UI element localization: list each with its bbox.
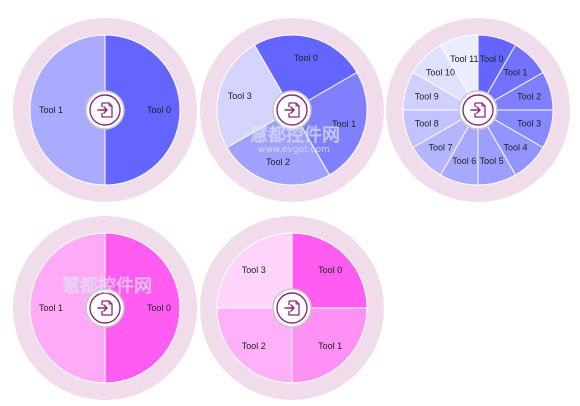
- import-document-icon: [470, 102, 486, 118]
- radial-menu-item-label: Tool 5: [480, 156, 504, 166]
- radial-menu-slice-tool-3[interactable]: [216, 232, 293, 309]
- watermark-text: 慧都控件网: [250, 124, 340, 146]
- radial-menu-3: Tool 0 Tool 1: [13, 216, 197, 400]
- radial-menu-item-label: Tool 1: [503, 68, 527, 78]
- radial-menu-item-label: Tool 0: [147, 105, 171, 115]
- radial-menu-item-label: Tool 11: [450, 54, 478, 64]
- import-document-icon: [284, 102, 300, 118]
- radial-menu-slice-tool-11[interactable]: [439, 34, 479, 112]
- radial-menu-slice-tool-2[interactable]: [226, 109, 331, 186]
- radial-menu-slice-tool-1[interactable]: [291, 71, 368, 176]
- watermark-text-2: 慧都控件网: [62, 275, 152, 297]
- radial-menu-slice-tool-0[interactable]: [291, 232, 368, 309]
- radial-menu-item-label: Tool 0: [147, 303, 171, 313]
- radial-menu-item-label: Tool 6: [452, 156, 476, 166]
- radial-menu-2: Tool 0 Tool 1 Tool 2 Tool 3 Tool 4 Tool 5 Tool…: [386, 18, 570, 202]
- radial-menu-slice-tool-0[interactable]: [253, 34, 358, 111]
- radial-menu-item-label: Tool 9: [415, 91, 439, 101]
- radial-menu-slice-tool-3[interactable]: [216, 44, 293, 149]
- radial-menu-item-label: Tool 10: [426, 68, 455, 78]
- radial-menu-0: Tool 0 Tool 1: [13, 18, 197, 202]
- radial-menu-item-label: Tool 3: [242, 265, 266, 275]
- radial-menu-item-label: Tool 0: [480, 54, 504, 64]
- radial-menu-item-label: Tool 0: [318, 265, 342, 275]
- radial-menu-slice-tool-1[interactable]: [29, 34, 106, 186]
- radial-menu-item-label: Tool 1: [318, 341, 342, 351]
- radial-menu-4: Tool 0 Tool 1 Tool 2 Tool 3: [200, 216, 384, 400]
- radial-menu-slice-tool-1[interactable]: [291, 307, 368, 384]
- radial-menu-item-label: Tool 2: [517, 91, 541, 101]
- radial-menu-item-label: Tool 2: [266, 157, 290, 167]
- watermark-subtext: www.evget.com: [258, 145, 330, 155]
- radial-menu-1: Tool 0 Tool 1 Tool 2 Tool 3: [200, 18, 384, 202]
- radial-menu-slice-tool-0[interactable]: [104, 34, 181, 186]
- import-document-icon: [97, 300, 113, 316]
- import-document-icon: [284, 300, 300, 316]
- radial-menu-item-label: Tool 8: [415, 119, 439, 129]
- radial-menu-item-label: Tool 3: [228, 91, 252, 101]
- radial-menu-slice-tool-0[interactable]: [104, 232, 181, 384]
- radial-menu-item-label: Tool 1: [39, 303, 63, 313]
- radial-menu-item-label: Tool 4: [503, 143, 527, 153]
- radial-menu-item-label: Tool 3: [517, 119, 541, 129]
- radial-menu-item-label: Tool 1: [39, 105, 63, 115]
- radial-menu-item-label: Tool 7: [428, 143, 452, 153]
- radial-menu-slice-tool-1[interactable]: [29, 232, 106, 384]
- radial-menu-item-label: Tool 1: [332, 119, 356, 129]
- radial-menu-item-label: Tool 0: [294, 53, 318, 63]
- radial-menu-slice-tool-2[interactable]: [216, 307, 293, 384]
- import-document-icon: [97, 102, 113, 118]
- radial-menu-item-label: Tool 2: [242, 341, 266, 351]
